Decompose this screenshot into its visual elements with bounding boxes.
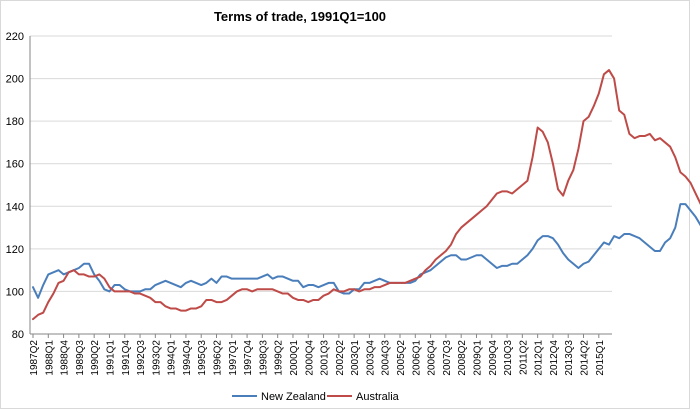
x-tick-label: 2010Q3 (503, 340, 514, 376)
y-axis: 80 100 120 140 160 180 200 220 (6, 31, 31, 341)
series-lines (32, 69, 700, 321)
x-tick-label: 2009Q4 (488, 340, 499, 376)
x-tick-label: 1994Q4 (182, 340, 193, 376)
legend-label-new-zealand: New Zealand (261, 391, 326, 403)
x-tick-label: 1998Q3 (258, 340, 269, 376)
x-tick-label: 1997Q1 (228, 340, 239, 376)
x-tick-label: 1993Q2 (151, 340, 162, 376)
x-tick-label: 1988Q4 (60, 340, 71, 376)
x-tick-label: 1992Q3 (136, 340, 147, 376)
x-tick-label: 2003Q1 (350, 340, 361, 376)
x-tick-label: 2003Q4 (365, 340, 376, 376)
x-tick-label: 2008Q2 (457, 340, 468, 376)
chart-title: Terms of trade, 1991Q1=100 (214, 9, 386, 24)
legend-label-australia: Australia (356, 391, 400, 403)
gridlines (30, 35, 612, 292)
x-tick-label: 2001Q3 (320, 340, 331, 376)
y-tick-label: 100 (6, 286, 24, 298)
x-tick-label: 1988Q1 (44, 340, 55, 376)
series-line-australia (32, 69, 700, 321)
x-tick-label: 1991Q1 (105, 340, 116, 376)
x-tick-label: 2015Q1 (595, 340, 606, 376)
x-tick-label: 1999Q2 (274, 340, 285, 376)
x-tick-label: 1996Q2 (213, 340, 224, 376)
y-tick-label: 200 (6, 74, 24, 86)
x-tick-label: 1994Q1 (167, 340, 178, 376)
x-tick-label: 1987Q2 (29, 340, 40, 376)
y-tick-label: 160 (6, 159, 24, 171)
y-tick-label: 140 (6, 201, 24, 213)
x-tick-label: 2014Q2 (580, 340, 591, 376)
legend: New Zealand Australia (232, 391, 400, 403)
x-tick-label: 2000Q4 (304, 340, 315, 376)
x-tick-label: 2002Q2 (335, 340, 346, 376)
x-tick-label: 2009Q1 (472, 340, 483, 376)
x-tick-label: 2005Q2 (396, 340, 407, 376)
x-axis: 1987Q2 1988Q1 1988Q4 1989Q3 1990Q2 1991Q1 1991… (29, 333, 612, 376)
y-tick-label: 120 (6, 244, 24, 256)
y-tick-label: 180 (6, 116, 24, 128)
series-line-new-zealand (32, 203, 700, 299)
x-tick-label: 1997Q4 (243, 340, 254, 376)
x-tick-label: 2004Q3 (381, 340, 392, 376)
x-tick-label: 1991Q4 (121, 340, 132, 376)
x-tick-label: 1990Q2 (90, 340, 101, 376)
x-tick-label: 2000Q1 (289, 340, 300, 376)
x-tick-label: 1995Q3 (197, 340, 208, 376)
x-tick-label: 2012Q1 (534, 340, 545, 376)
x-tick-label: 1989Q3 (75, 340, 86, 376)
x-tick-label: 2011Q2 (518, 340, 529, 375)
x-tick-label: 2012Q4 (549, 340, 560, 376)
x-tick-label: 2007Q3 (442, 340, 453, 376)
x-tick-label: 2006Q4 (427, 340, 438, 376)
x-tick-label: 2006Q1 (411, 340, 422, 376)
x-tick-label: 2013Q3 (564, 340, 575, 376)
y-tick-label: 220 (6, 31, 24, 43)
y-tick-label: 80 (12, 329, 24, 341)
